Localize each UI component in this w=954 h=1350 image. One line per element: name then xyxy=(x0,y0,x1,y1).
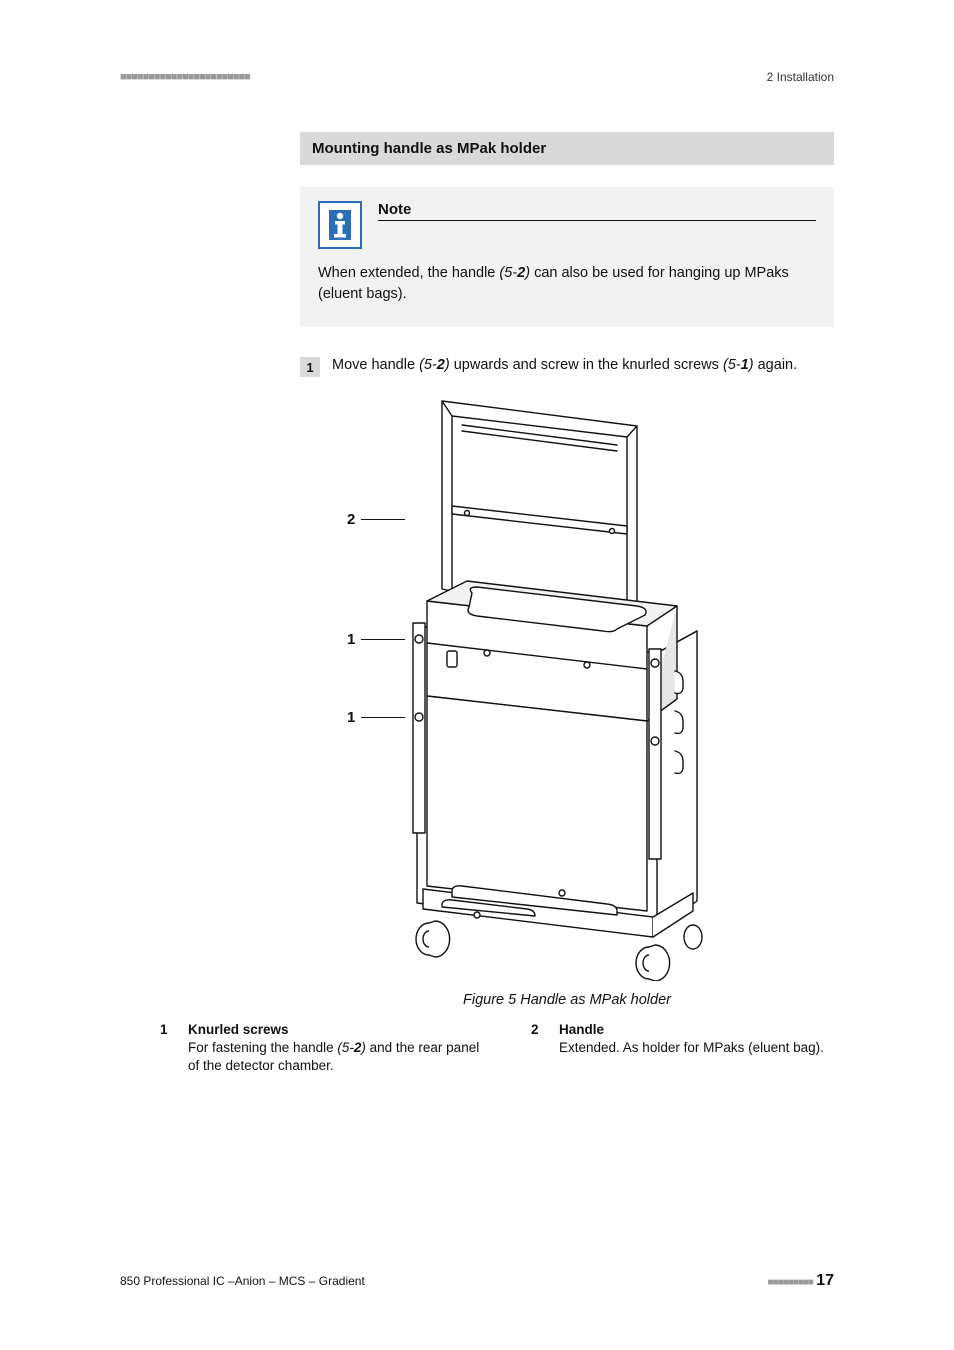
legend-1-body: For fastening the handle (5-2) and the r… xyxy=(188,1039,483,1075)
callout-1b-label: 1 xyxy=(347,709,355,726)
legend-2-body: Extended. As holder for MPaks (eluent ba… xyxy=(559,1039,824,1057)
legend-item-1: 1 Knurled screws For fastening the handl… xyxy=(160,1022,483,1075)
legend-1-pre: For fastening the handle xyxy=(188,1040,337,1055)
callout-2-line xyxy=(361,519,405,520)
legend-1-title: Knurled screws xyxy=(188,1022,483,1037)
step-t1: Move handle xyxy=(332,357,419,373)
note-title: Note xyxy=(378,201,816,221)
header-ticks: ■■■■■■■■■■■■■■■■■■■■■■■ xyxy=(120,71,250,83)
info-icon xyxy=(318,201,362,249)
step-t3: again. xyxy=(754,357,798,373)
caption-num: Figure 5 xyxy=(463,992,516,1008)
step-r2p: (5- xyxy=(723,357,741,373)
callout-1a-line xyxy=(361,639,405,640)
page-header: ■■■■■■■■■■■■■■■■■■■■■■■ 2 Installation xyxy=(120,70,834,84)
legend-2-pre: Extended. As holder for MPaks (eluent ba… xyxy=(559,1040,824,1055)
callout-1b: 1 xyxy=(347,709,405,726)
chapter-label: 2 Installation xyxy=(767,70,834,84)
step-r2n: 1 xyxy=(741,357,749,373)
callout-2-label: 2 xyxy=(347,511,355,528)
step-r1p: (5- xyxy=(419,357,437,373)
callout-1b-line xyxy=(361,717,405,718)
callout-2: 2 xyxy=(347,511,405,528)
page-footer: 850 Professional IC –Anion – MCS – Gradi… xyxy=(120,1272,834,1290)
step-number: 1 xyxy=(300,357,320,377)
note-ref-open: (5- xyxy=(499,265,517,281)
callout-1a: 1 xyxy=(347,631,405,648)
legend-2-num: 2 xyxy=(531,1022,545,1075)
footer-right: ■■■■■■■■■ 17 xyxy=(767,1272,834,1290)
figure-legend: 1 Knurled screws For fastening the handl… xyxy=(160,1022,854,1075)
page: ■■■■■■■■■■■■■■■■■■■■■■■ 2 Installation M… xyxy=(0,0,954,1075)
note-ref-num: 2 xyxy=(517,265,525,281)
caption-text: Handle as MPak holder xyxy=(520,992,671,1008)
step-text: Move handle (5-2) upwards and screw in t… xyxy=(332,355,797,377)
page-number: 17 xyxy=(816,1272,834,1289)
figure-5: 2 1 1 xyxy=(357,391,777,986)
legend-2-title: Handle xyxy=(559,1022,824,1037)
note-text-pre: When extended, the handle xyxy=(318,265,499,281)
note-block: Note When extended, the handle (5-2) can… xyxy=(300,187,834,327)
main-content: Mounting handle as MPak holder Note When… xyxy=(300,132,834,1075)
legend-1-rp: (5- xyxy=(337,1040,354,1055)
device-illustration xyxy=(357,391,777,981)
footer-doc-title: 850 Professional IC –Anion – MCS – Gradi… xyxy=(120,1274,365,1288)
figure-caption: Figure 5 Handle as MPak holder xyxy=(300,992,834,1008)
legend-item-2: 2 Handle Extended. As holder for MPaks (… xyxy=(531,1022,854,1075)
note-body: When extended, the handle (5-2) can also… xyxy=(318,263,816,305)
step-r1n: 2 xyxy=(437,357,445,373)
section-heading: Mounting handle as MPak holder xyxy=(300,132,834,165)
step-t2: upwards and screw in the knurled screws xyxy=(450,357,723,373)
step-1: 1 Move handle (5-2) upwards and screw in… xyxy=(300,355,834,377)
footer-ticks: ■■■■■■■■■ xyxy=(767,1277,812,1288)
legend-1-num: 1 xyxy=(160,1022,174,1075)
callout-1a-label: 1 xyxy=(347,631,355,648)
